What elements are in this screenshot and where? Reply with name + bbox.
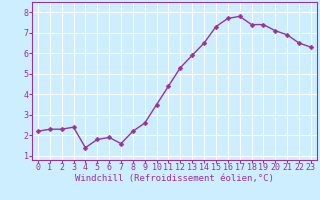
X-axis label: Windchill (Refroidissement éolien,°C): Windchill (Refroidissement éolien,°C)	[75, 174, 274, 183]
